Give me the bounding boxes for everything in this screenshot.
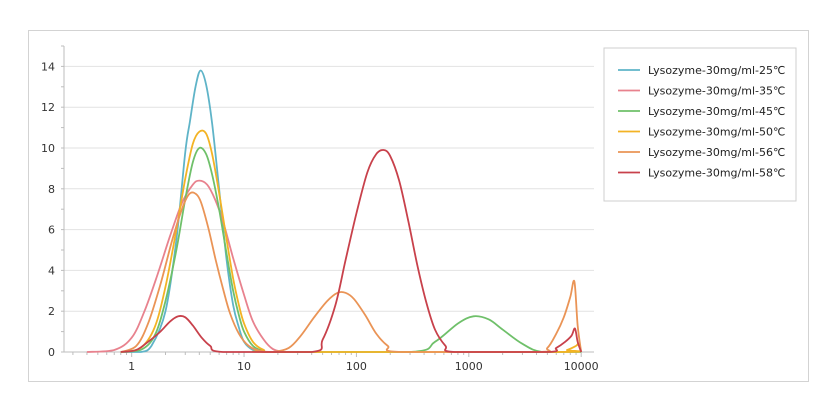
chart-panel: 0 2 4 6 8 10 12 14 1 10 100 1000 10000 Lysozyme-30mg…	[28, 30, 809, 382]
y-tick-label: 12	[41, 101, 55, 114]
x-tick-label: 1	[128, 360, 135, 373]
legend-box	[603, 47, 797, 202]
series-line-3	[120, 146, 582, 353]
y-tick-label: 14	[41, 60, 55, 73]
y-tick-label: 2	[48, 305, 55, 318]
x-tick-label: 10000	[564, 360, 599, 373]
series-line-5	[120, 191, 583, 353]
legend-label: Lysozyme-30mg/ml-35℃	[648, 85, 785, 98]
legend: Lysozyme-30mg/ml-25℃ Lysozyme-30mg/ml-35℃…	[603, 47, 797, 202]
legend-label: Lysozyme-30mg/ml-45℃	[648, 105, 785, 118]
chart: 0 2 4 6 8 10 12 14 1 10 100 1000 10000 Lysozyme-30mg…	[41, 45, 797, 373]
y-tick-label: 8	[48, 183, 55, 196]
series-line-6	[120, 149, 583, 353]
legend-label: Lysozyme-30mg/ml-50℃	[648, 126, 785, 139]
series-line-4	[120, 129, 583, 353]
y-tick-label: 0	[48, 346, 55, 359]
series-line-1	[120, 69, 264, 353]
series-line-2	[86, 179, 283, 353]
y-tick-label: 6	[48, 224, 55, 237]
axes: 0 2 4 6 8 10 12 14 1 10 100 1000 10000	[41, 45, 599, 373]
legend-label: Lysozyme-30mg/ml-56℃	[648, 146, 785, 159]
x-tick-label: 1000	[455, 360, 483, 373]
x-tick-label: 100	[346, 360, 367, 373]
gridlines	[64, 65, 594, 312]
y-tick-label: 10	[41, 142, 55, 155]
series-lines	[86, 69, 583, 353]
y-tick-label: 4	[48, 264, 55, 277]
x-tick-label: 10	[237, 360, 251, 373]
legend-label: Lysozyme-30mg/ml-58℃	[648, 167, 785, 180]
legend-label: Lysozyme-30mg/ml-25℃	[648, 64, 785, 77]
